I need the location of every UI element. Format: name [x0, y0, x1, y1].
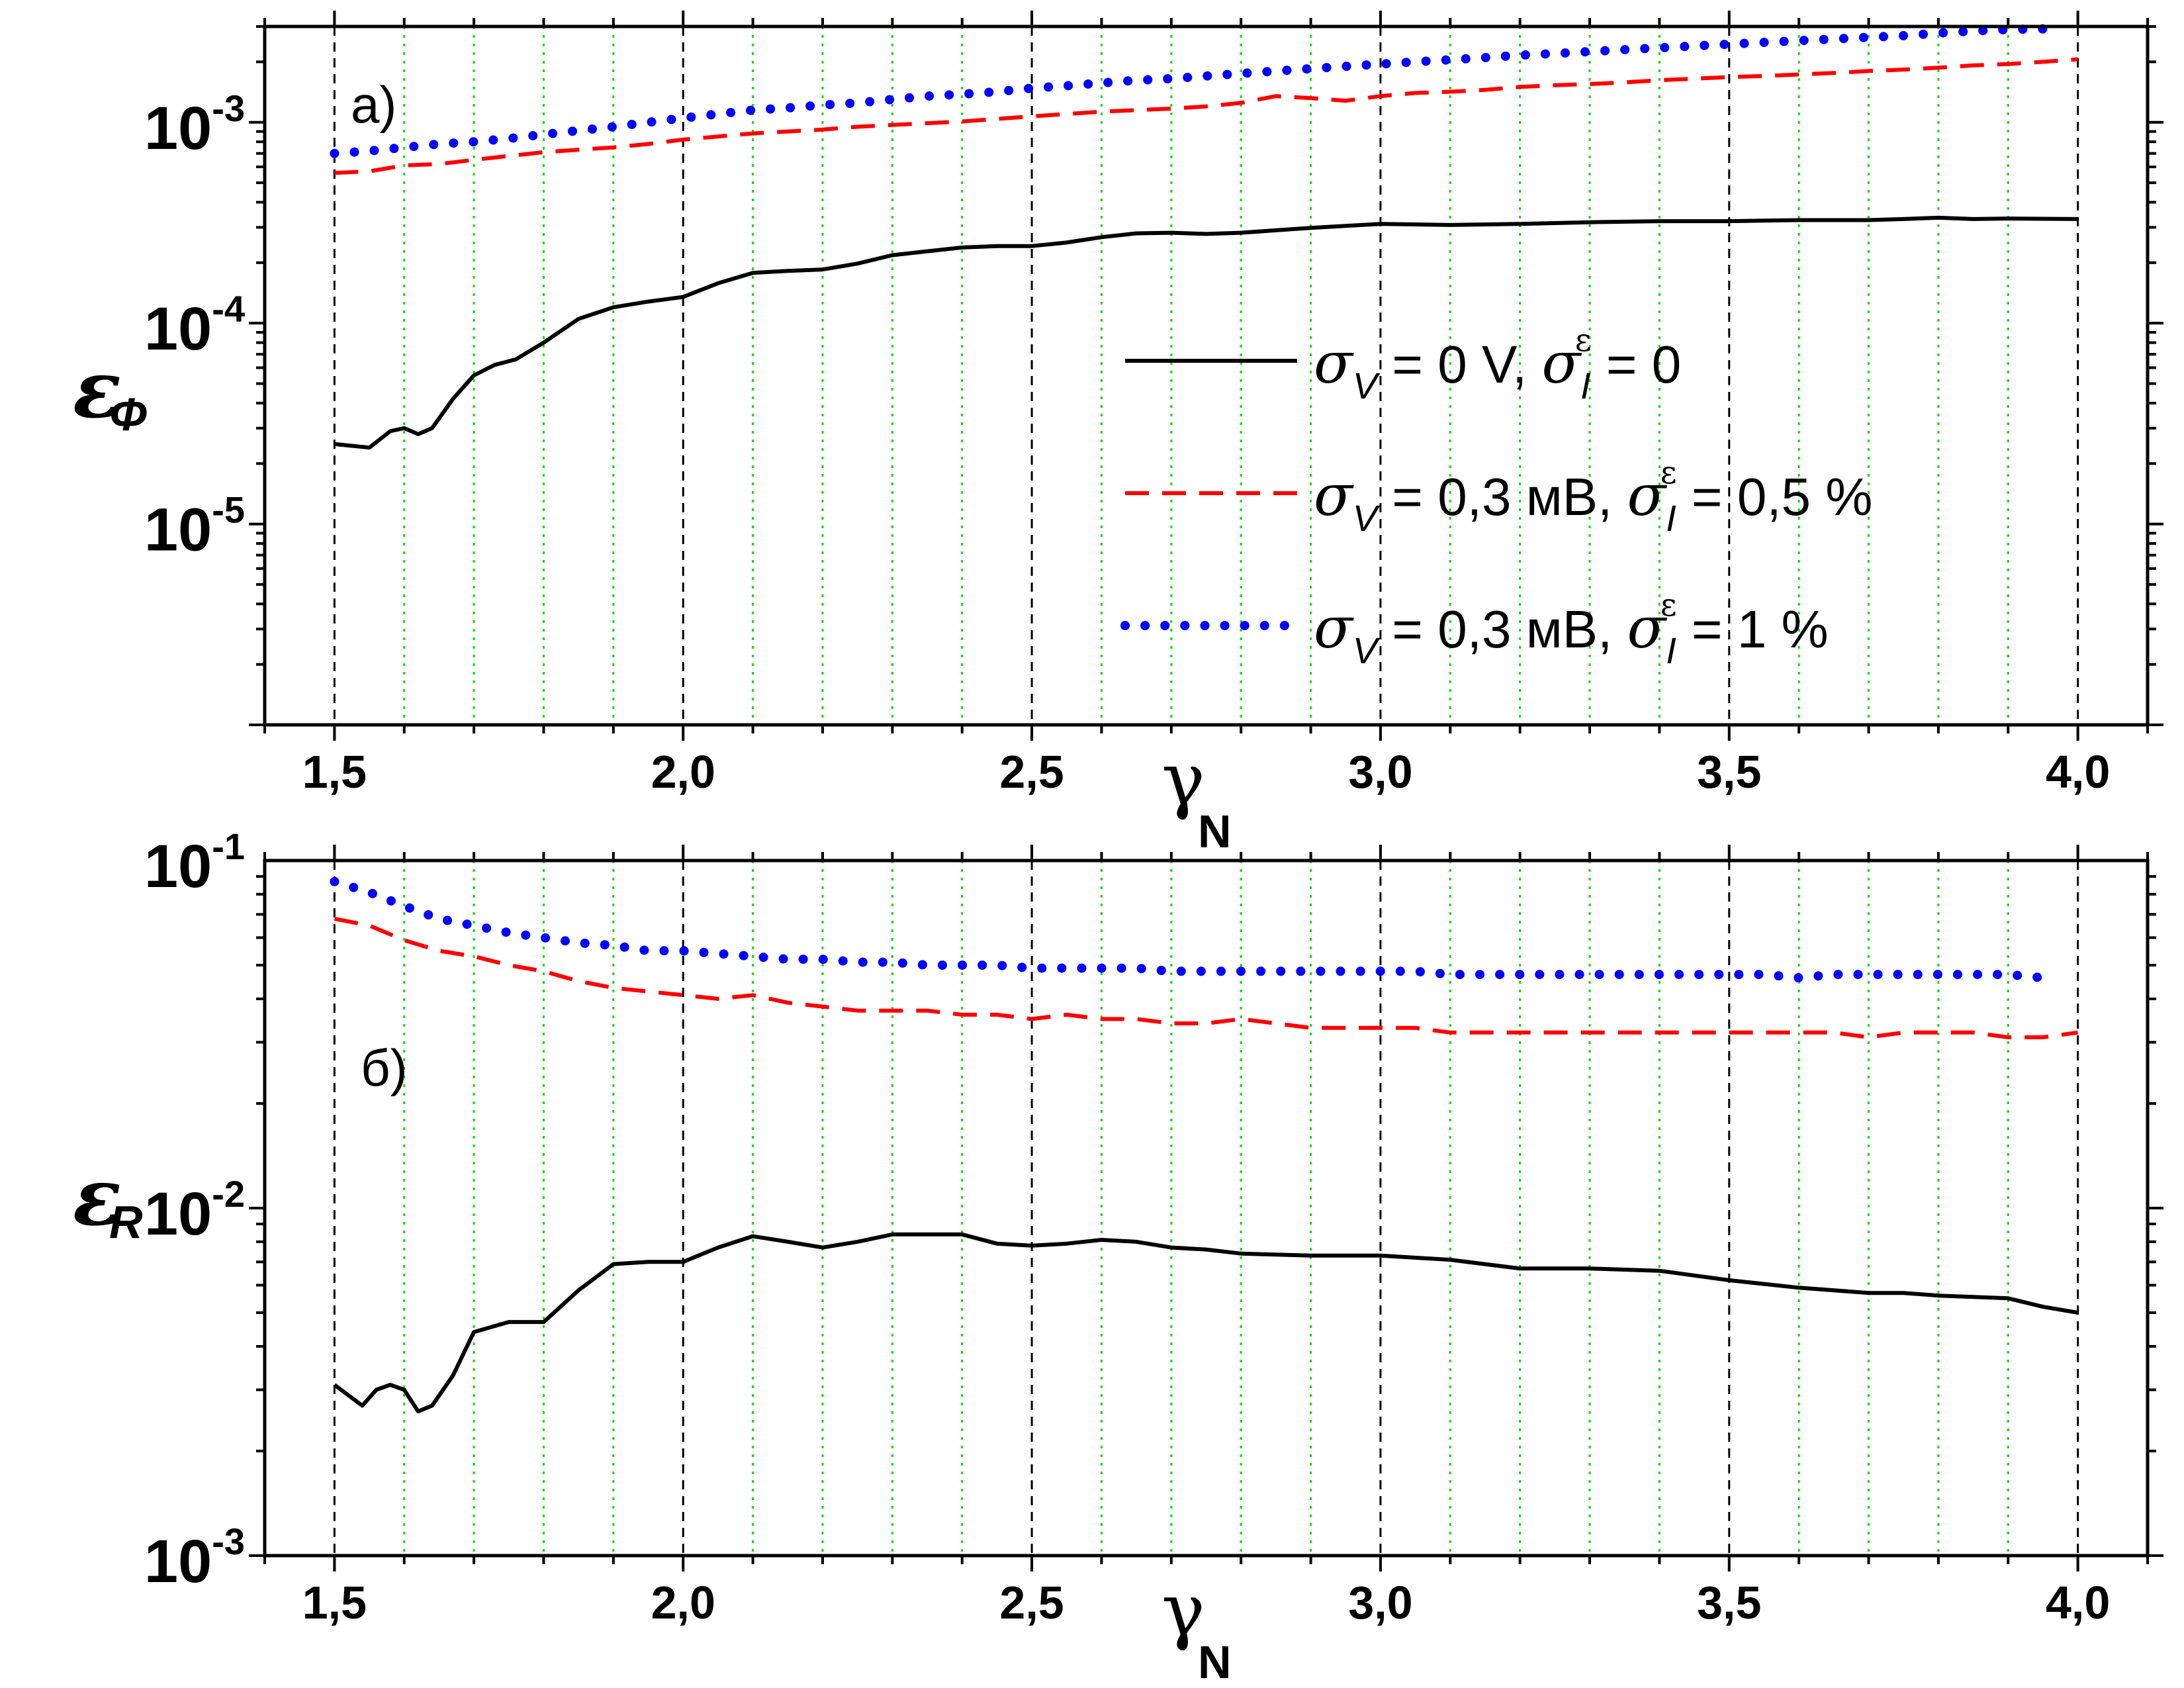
panel-a-ylabel-sub: Φ [109, 389, 148, 440]
panel-b-ytick-label-exp: -3 [212, 1521, 245, 1562]
panel-a-series-dotted [330, 24, 2048, 158]
panel-b-ylabel-sub: R [109, 1196, 143, 1248]
panel-b-ytick-label-base: 10 [144, 833, 212, 900]
panel-a-xtick-label: 3,0 [1348, 746, 1412, 798]
panel-a: 1,5 2,0 2,5 3,0 3,5 4,010-510-410-3 а) ε Φ γ … [73, 11, 2163, 857]
panel-a-series [330, 24, 2078, 450]
legend-item-1: σV = 0 V, σIε = 0 [1125, 322, 1681, 406]
panel-b-ytick-label: 10-2 [144, 1173, 245, 1248]
panel-b-xtick-label: 2,5 [999, 1577, 1064, 1628]
panel-a-legend: σV = 0 V, σIε = 0 σV = 0,3 мВ, σIε = 0,5… [1120, 322, 1872, 671]
panel-b-label: б) [361, 1039, 408, 1097]
panel-b-xtick-label: 3,5 [1697, 1577, 1761, 1628]
panel-a-frame [263, 24, 2150, 727]
panel-a-xlabel-sub: N [1198, 806, 1232, 857]
panel-a-grid [333, 26, 2079, 725]
panel-a-ytick-label: 10-3 [144, 87, 245, 162]
panel-a-ytick-label: 10-5 [144, 489, 245, 564]
panel-b-xtick-label: 2,0 [651, 1577, 715, 1628]
panel-a-xtick-label: 4,0 [2046, 746, 2110, 798]
panel-b-ytick-label: 10-3 [144, 1521, 245, 1595]
panel-b-series-dotted [330, 876, 2048, 983]
panel-a-ytick-label-base: 10 [144, 95, 212, 162]
panel-a-ytick-label-exp: -5 [212, 489, 245, 531]
legend-item-2: σV = 0,3 мВ, σIε = 0,5 % [1125, 454, 1872, 539]
panel-b-xtick-label: 1,5 [302, 1577, 367, 1628]
panel-b-xlabel-sub: N [1198, 1636, 1232, 1688]
panel-a-series-dashed [334, 57, 2078, 175]
panel-a-x-axis-title: γ N [1161, 737, 1232, 857]
legend-2-text: σV = 0,3 мВ, σIε = 0,5 % [1314, 454, 1872, 539]
panel-b-grid [333, 861, 2079, 1556]
panel-b-axes: 1,5 2,0 2,5 3,0 3,5 4,010-310-210-1 [144, 825, 2163, 1628]
panel-b-ytick-label-exp: -2 [212, 1173, 245, 1215]
panel-a-ylabel-main: ε [73, 343, 121, 436]
panel-b-series-dashed [334, 916, 2079, 1039]
panel-b-xlabel-main: γ [1161, 1568, 1205, 1652]
panel-a-series-solid [334, 215, 2078, 450]
panel-b: 1,5 2,0 2,5 3,0 3,5 4,010-310-210-1 б) ε R γ … [73, 825, 2163, 1688]
panel-a-xlabel-main: γ [1161, 737, 1205, 821]
panel-a-ytick-label: 10-4 [144, 288, 245, 363]
panel-b-xtick-label: 3,0 [1348, 1577, 1412, 1628]
panel-a-ytick-label-base: 10 [144, 496, 212, 564]
panel-b-ytick-label-exp: -1 [212, 825, 245, 867]
legend-3-text: σV = 0,3 мВ, σIε = 1 % [1314, 586, 1829, 671]
legend-1-text: σV = 0 V, σIε = 0 [1314, 322, 1681, 406]
panel-b-xtick-label: 4,0 [2046, 1577, 2110, 1628]
panel-b-series [330, 876, 2079, 1414]
panel-a-xtick-label: 2,5 [999, 746, 1064, 798]
panel-b-y-axis-title: ε R [73, 1150, 143, 1248]
panel-b-ytick-label: 10-1 [144, 825, 245, 900]
panel-a-ytick-label-exp: -3 [212, 87, 245, 129]
panel-a-ytick-label-base: 10 [144, 295, 212, 363]
panel-b-x-axis-title: γ N [1161, 1568, 1232, 1688]
panel-a-xtick-label: 1,5 [302, 746, 367, 798]
panel-a-y-axis-title: ε Φ [73, 343, 148, 440]
panel-a-axes: 1,5 2,0 2,5 3,0 3,5 4,010-510-410-3 [144, 11, 2163, 798]
legend-item-3: σV = 0,3 мВ, σIε = 1 % [1120, 586, 1829, 671]
panel-a-ytick-label-exp: -4 [212, 288, 245, 330]
panel-a-xtick-label: 2,0 [651, 746, 715, 798]
panel-b-ytick-label-base: 10 [144, 1180, 212, 1248]
panel-a-xtick-label: 3,5 [1697, 746, 1761, 798]
panel-a-label: а) [351, 75, 396, 134]
panel-b-series-solid [333, 1232, 2079, 1414]
panel-b-ylabel-main: ε [73, 1150, 121, 1244]
panel-b-ytick-label-base: 10 [144, 1528, 212, 1595]
